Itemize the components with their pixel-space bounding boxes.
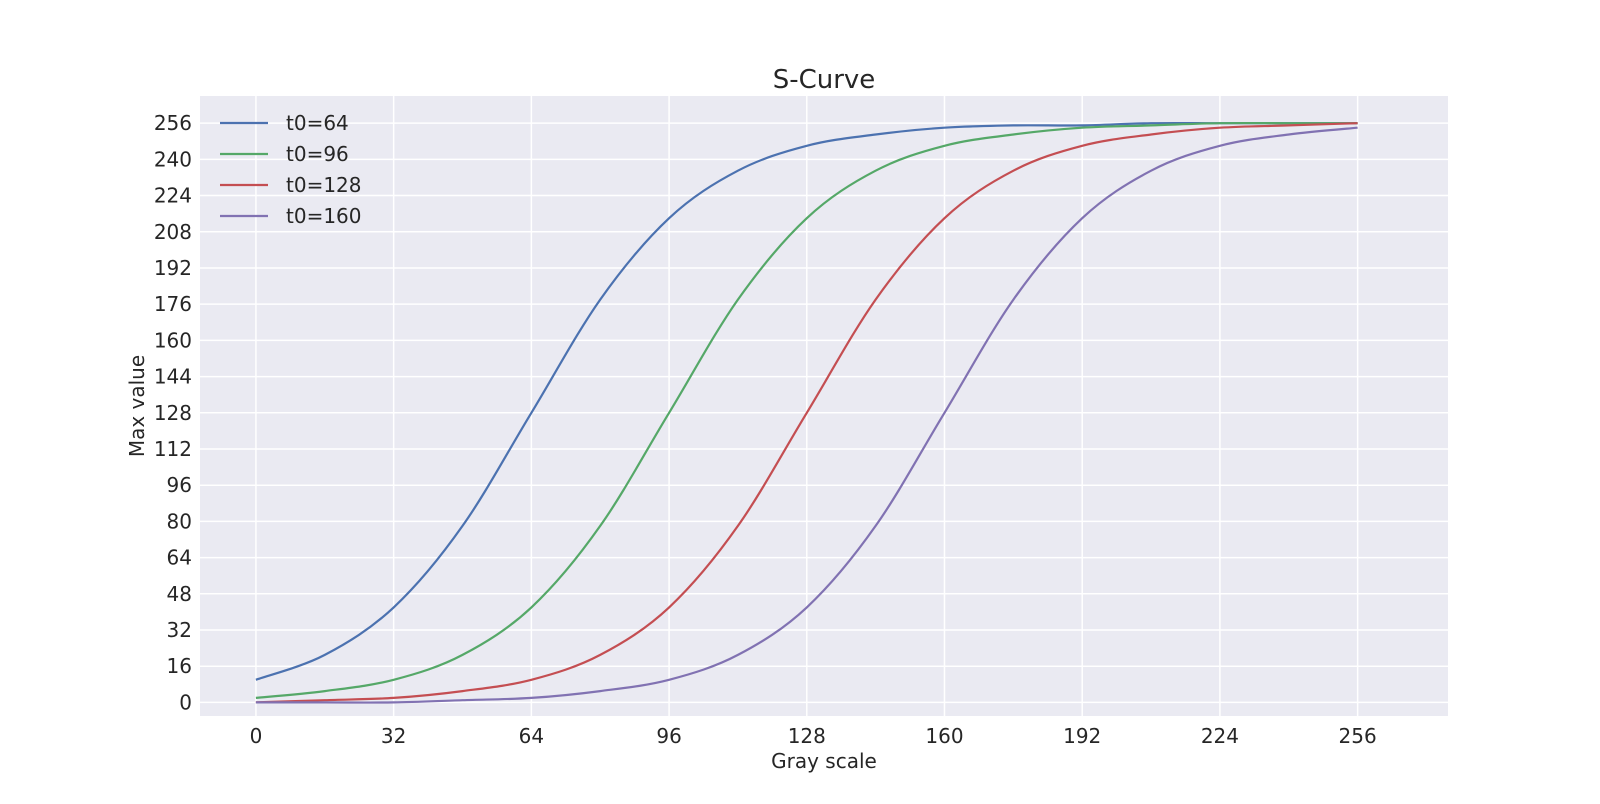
y-tick-label: 0: [179, 690, 192, 714]
plot-area: [200, 96, 1448, 716]
x-tick-label: 256: [1339, 724, 1377, 748]
legend-label: t0=64: [286, 111, 349, 135]
x-tick-label: 224: [1201, 724, 1239, 748]
legend-label: t0=160: [286, 204, 362, 228]
x-tick-label: 0: [250, 724, 263, 748]
y-tick-label: 128: [154, 401, 192, 425]
x-tick-label: 192: [1063, 724, 1101, 748]
x-tick-label: 32: [381, 724, 406, 748]
series-line-2: [255, 121, 1358, 699]
y-tick-label: 64: [167, 546, 192, 570]
legend: t0=64 t0=96 t0=128 t0=160: [220, 111, 362, 228]
y-tick-labels: 0 16 32 48 64 80 96 112 128 144 160 176 192 208 224 240…: [154, 111, 192, 714]
gridlines: [200, 96, 1448, 716]
y-tick-label: 80: [167, 509, 192, 533]
legend-label: t0=128: [286, 173, 362, 197]
y-tick-label: 160: [154, 328, 192, 352]
y-tick-label: 208: [154, 220, 192, 244]
series-line-3: [255, 122, 1358, 704]
y-tick-label: 48: [167, 582, 192, 606]
y-tick-label: 224: [154, 184, 192, 208]
y-axis-label: Max value: [125, 355, 149, 457]
y-tick-label: 112: [154, 437, 192, 461]
chart-title: S-Curve: [773, 65, 876, 95]
y-tick-label: 32: [167, 618, 192, 642]
x-tick-label: 128: [788, 724, 826, 748]
series-line-1: [255, 121, 1358, 681]
y-tick-label: 176: [154, 292, 192, 316]
y-tick-label: 144: [154, 365, 192, 389]
x-tick-label: 96: [656, 724, 681, 748]
y-tick-label: 256: [154, 111, 192, 135]
series-line-4: [255, 126, 1358, 704]
x-tick-label: 160: [925, 724, 963, 748]
x-tick-labels: 0 32 64 96 128 160 192 224 256: [250, 724, 1377, 748]
legend-label: t0=96: [286, 142, 349, 166]
x-tick-label: 64: [519, 724, 544, 748]
y-tick-label: 96: [167, 473, 192, 497]
series-layer: [255, 121, 1358, 704]
y-tick-label: 192: [154, 256, 192, 280]
x-axis-label: Gray scale: [771, 749, 877, 773]
y-tick-label: 240: [154, 147, 192, 171]
y-tick-label: 16: [167, 654, 192, 678]
